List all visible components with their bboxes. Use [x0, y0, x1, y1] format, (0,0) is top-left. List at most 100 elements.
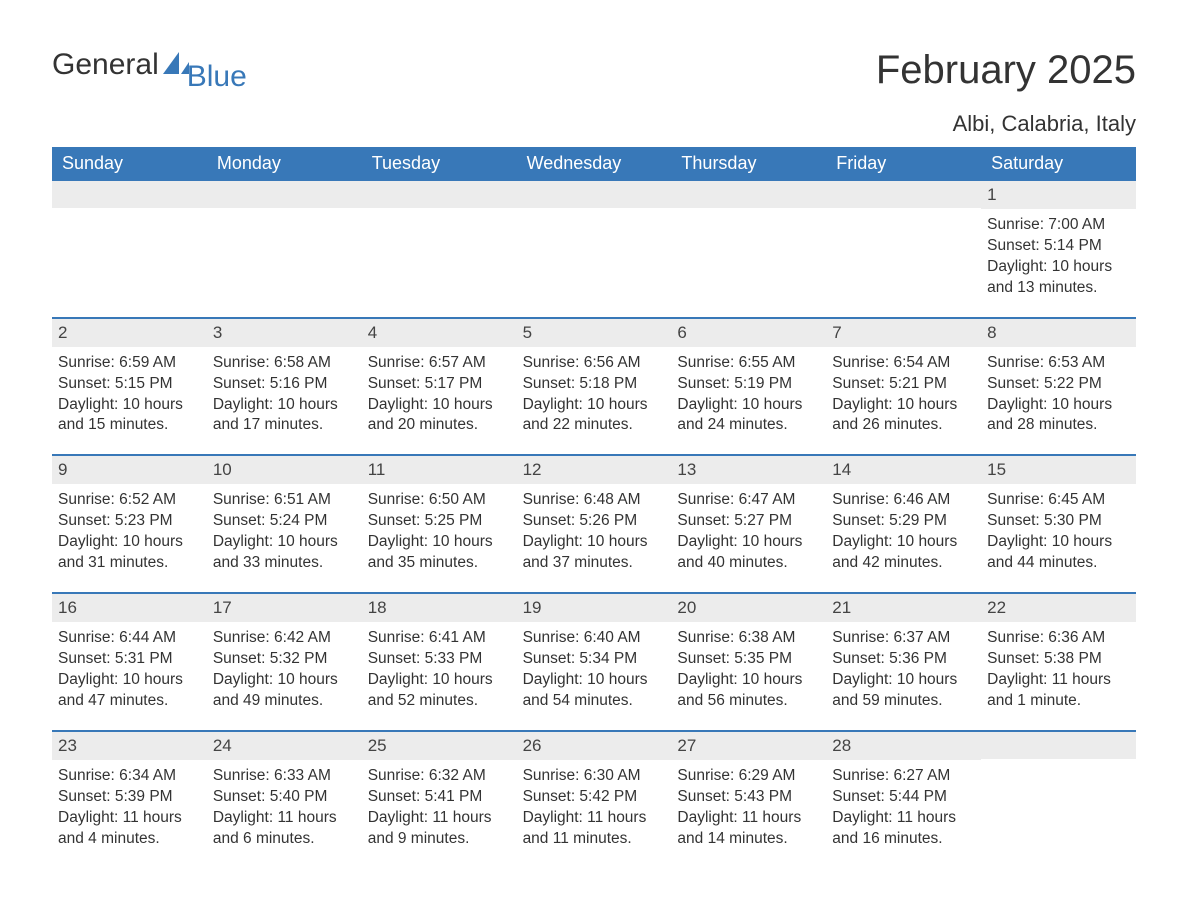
sunrise-text: Sunrise: 6:58 AM: [213, 353, 352, 374]
day-details: Sunrise: 6:45 AMSunset: 5:30 PMDaylight:…: [981, 484, 1136, 574]
sunset-text: Sunset: 5:31 PM: [58, 649, 197, 670]
day-details: Sunrise: 6:55 AMSunset: 5:19 PMDaylight:…: [671, 347, 826, 437]
day-number: 3: [207, 319, 362, 347]
day-number: 12: [517, 456, 672, 484]
day-number: 8: [981, 319, 1136, 347]
weekday-header: Sunday: [52, 147, 207, 181]
day-cell: 8Sunrise: 6:53 AMSunset: 5:22 PMDaylight…: [981, 319, 1136, 455]
day-details: Sunrise: 6:46 AMSunset: 5:29 PMDaylight:…: [826, 484, 981, 574]
day-cell: 18Sunrise: 6:41 AMSunset: 5:33 PMDayligh…: [362, 594, 517, 730]
day-details: Sunrise: 6:57 AMSunset: 5:17 PMDaylight:…: [362, 347, 517, 437]
daylight-text: Daylight: 10 hours and 24 minutes.: [677, 395, 816, 437]
sunrise-text: Sunrise: 6:29 AM: [677, 766, 816, 787]
day-number: 2: [52, 319, 207, 347]
daylight-text: Daylight: 10 hours and 40 minutes.: [677, 532, 816, 574]
day-number: [362, 181, 517, 208]
day-number: 22: [981, 594, 1136, 622]
day-number: 13: [671, 456, 826, 484]
sunset-text: Sunset: 5:17 PM: [368, 374, 507, 395]
weekday-header: Tuesday: [362, 147, 517, 181]
sunset-text: Sunset: 5:24 PM: [213, 511, 352, 532]
day-number: 4: [362, 319, 517, 347]
sunrise-text: Sunrise: 6:34 AM: [58, 766, 197, 787]
day-number: 26: [517, 732, 672, 760]
day-number: [981, 732, 1136, 759]
day-cell: 28Sunrise: 6:27 AMSunset: 5:44 PMDayligh…: [826, 732, 981, 868]
sunset-text: Sunset: 5:38 PM: [987, 649, 1126, 670]
day-details: Sunrise: 6:52 AMSunset: 5:23 PMDaylight:…: [52, 484, 207, 574]
calendar: Sunday Monday Tuesday Wednesday Thursday…: [52, 147, 1136, 867]
sunset-text: Sunset: 5:30 PM: [987, 511, 1126, 532]
day-number: [671, 181, 826, 208]
day-details: Sunrise: 6:34 AMSunset: 5:39 PMDaylight:…: [52, 760, 207, 850]
day-number: 25: [362, 732, 517, 760]
sunrise-text: Sunrise: 6:41 AM: [368, 628, 507, 649]
weekday-header: Monday: [207, 147, 362, 181]
daylight-text: Daylight: 11 hours and 16 minutes.: [832, 808, 971, 850]
sunset-text: Sunset: 5:21 PM: [832, 374, 971, 395]
day-details: Sunrise: 6:32 AMSunset: 5:41 PMDaylight:…: [362, 760, 517, 850]
weekday-header-row: Sunday Monday Tuesday Wednesday Thursday…: [52, 147, 1136, 181]
sunset-text: Sunset: 5:43 PM: [677, 787, 816, 808]
sunrise-text: Sunrise: 6:55 AM: [677, 353, 816, 374]
day-cell: 17Sunrise: 6:42 AMSunset: 5:32 PMDayligh…: [207, 594, 362, 730]
day-cell: 5Sunrise: 6:56 AMSunset: 5:18 PMDaylight…: [517, 319, 672, 455]
day-number: 21: [826, 594, 981, 622]
sunset-text: Sunset: 5:15 PM: [58, 374, 197, 395]
sunset-text: Sunset: 5:35 PM: [677, 649, 816, 670]
sunset-text: Sunset: 5:19 PM: [677, 374, 816, 395]
sunrise-text: Sunrise: 6:44 AM: [58, 628, 197, 649]
day-details: Sunrise: 6:37 AMSunset: 5:36 PMDaylight:…: [826, 622, 981, 712]
daylight-text: Daylight: 11 hours and 14 minutes.: [677, 808, 816, 850]
day-number: 27: [671, 732, 826, 760]
sunrise-text: Sunrise: 6:40 AM: [523, 628, 662, 649]
weekday-header: Friday: [826, 147, 981, 181]
day-details: Sunrise: 6:53 AMSunset: 5:22 PMDaylight:…: [981, 347, 1136, 437]
sunset-text: Sunset: 5:39 PM: [58, 787, 197, 808]
day-details: Sunrise: 6:29 AMSunset: 5:43 PMDaylight:…: [671, 760, 826, 850]
day-cell: [826, 181, 981, 317]
day-cell: 10Sunrise: 6:51 AMSunset: 5:24 PMDayligh…: [207, 456, 362, 592]
daylight-text: Daylight: 11 hours and 1 minute.: [987, 670, 1126, 712]
day-details: Sunrise: 6:27 AMSunset: 5:44 PMDaylight:…: [826, 760, 981, 850]
day-number: [207, 181, 362, 208]
sunset-text: Sunset: 5:34 PM: [523, 649, 662, 670]
daylight-text: Daylight: 10 hours and 35 minutes.: [368, 532, 507, 574]
day-details: Sunrise: 6:38 AMSunset: 5:35 PMDaylight:…: [671, 622, 826, 712]
sunrise-text: Sunrise: 6:42 AM: [213, 628, 352, 649]
day-cell: 13Sunrise: 6:47 AMSunset: 5:27 PMDayligh…: [671, 456, 826, 592]
week-row: 2Sunrise: 6:59 AMSunset: 5:15 PMDaylight…: [52, 317, 1136, 455]
sunrise-text: Sunrise: 6:50 AM: [368, 490, 507, 511]
sunrise-text: Sunrise: 6:30 AM: [523, 766, 662, 787]
day-cell: 25Sunrise: 6:32 AMSunset: 5:41 PMDayligh…: [362, 732, 517, 868]
sunrise-text: Sunrise: 6:47 AM: [677, 490, 816, 511]
day-cell: [517, 181, 672, 317]
week-row: 16Sunrise: 6:44 AMSunset: 5:31 PMDayligh…: [52, 592, 1136, 730]
sunrise-text: Sunrise: 6:46 AM: [832, 490, 971, 511]
sunrise-text: Sunrise: 6:27 AM: [832, 766, 971, 787]
day-number: 17: [207, 594, 362, 622]
day-details: Sunrise: 6:50 AMSunset: 5:25 PMDaylight:…: [362, 484, 517, 574]
sunset-text: Sunset: 5:22 PM: [987, 374, 1126, 395]
day-cell: 2Sunrise: 6:59 AMSunset: 5:15 PMDaylight…: [52, 319, 207, 455]
day-details: Sunrise: 6:30 AMSunset: 5:42 PMDaylight:…: [517, 760, 672, 850]
sunset-text: Sunset: 5:25 PM: [368, 511, 507, 532]
day-cell: 6Sunrise: 6:55 AMSunset: 5:19 PMDaylight…: [671, 319, 826, 455]
day-cell: 4Sunrise: 6:57 AMSunset: 5:17 PMDaylight…: [362, 319, 517, 455]
weekday-header: Thursday: [671, 147, 826, 181]
day-cell: 23Sunrise: 6:34 AMSunset: 5:39 PMDayligh…: [52, 732, 207, 868]
day-number: 14: [826, 456, 981, 484]
sunrise-text: Sunrise: 6:36 AM: [987, 628, 1126, 649]
sunrise-text: Sunrise: 6:32 AM: [368, 766, 507, 787]
daylight-text: Daylight: 10 hours and 49 minutes.: [213, 670, 352, 712]
day-number: 7: [826, 319, 981, 347]
sunrise-text: Sunrise: 6:53 AM: [987, 353, 1126, 374]
sunrise-text: Sunrise: 6:51 AM: [213, 490, 352, 511]
sunrise-text: Sunrise: 6:37 AM: [832, 628, 971, 649]
day-number: 24: [207, 732, 362, 760]
day-details: Sunrise: 6:59 AMSunset: 5:15 PMDaylight:…: [52, 347, 207, 437]
sunset-text: Sunset: 5:40 PM: [213, 787, 352, 808]
day-number: 19: [517, 594, 672, 622]
day-details: Sunrise: 6:54 AMSunset: 5:21 PMDaylight:…: [826, 347, 981, 437]
sunrise-text: Sunrise: 6:54 AM: [832, 353, 971, 374]
